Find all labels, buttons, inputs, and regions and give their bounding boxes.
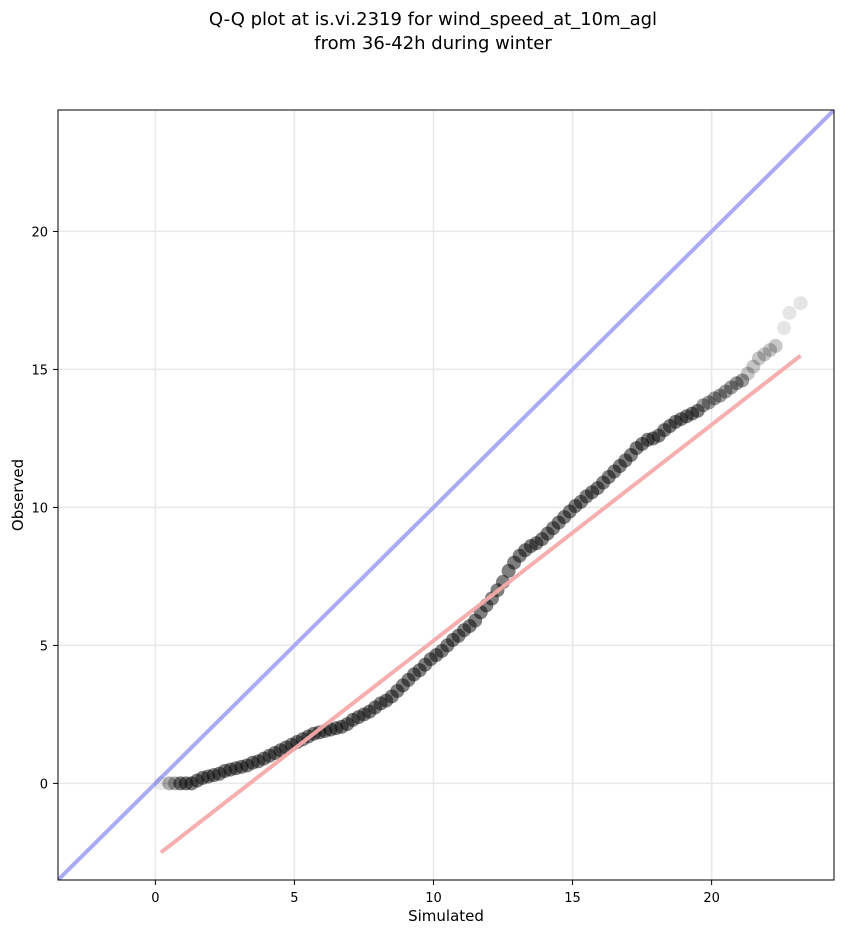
y-tick-label: 0 — [40, 777, 48, 792]
y-tick-label: 20 — [31, 225, 48, 240]
axis-ticks: 0 5 10 15 20 0 5 10 15 20 — [31, 225, 719, 906]
y-tick-label: 15 — [31, 363, 48, 378]
chart-title-line-2: from 36-42h during winter — [314, 33, 552, 54]
reference-line-y-equals-x — [58, 110, 834, 880]
quantile-point — [746, 359, 761, 374]
y-axis-label: Observed — [9, 459, 27, 531]
quantile-point — [740, 366, 755, 381]
y-tick-label: 10 — [31, 501, 48, 516]
x-tick-label: 0 — [151, 891, 159, 906]
x-tick-label: 5 — [290, 891, 298, 906]
quantile-point — [712, 388, 727, 403]
quantile-point — [729, 376, 744, 391]
x-tick-label: 20 — [703, 891, 720, 906]
fit-line — [159, 354, 802, 854]
quantile-point — [776, 321, 791, 336]
quantile-point — [768, 338, 783, 353]
quantile-point — [757, 347, 772, 362]
quantile-point — [162, 776, 177, 791]
quantile-point — [782, 305, 797, 320]
x-tick-label: 10 — [425, 891, 442, 906]
quantile-point — [690, 403, 705, 418]
quantile-point — [718, 384, 733, 399]
y-tick-label: 5 — [40, 639, 48, 654]
plot-area — [58, 110, 834, 880]
quantile-point — [701, 395, 716, 410]
quantile-point — [751, 351, 766, 366]
quantile-point — [763, 343, 778, 358]
quantile-point — [707, 391, 722, 406]
x-tick-label: 15 — [564, 891, 581, 906]
x-axis-label: Simulated — [408, 907, 484, 925]
chart-title-line-1: Q-Q plot at is.vi.2319 for wind_speed_at… — [209, 9, 657, 30]
plot-frame — [57, 109, 835, 881]
quantile-point — [724, 380, 739, 395]
quantile-point — [735, 373, 750, 388]
quantile-point — [793, 296, 808, 311]
quantile-point — [696, 398, 711, 413]
quantile-point — [153, 776, 168, 791]
